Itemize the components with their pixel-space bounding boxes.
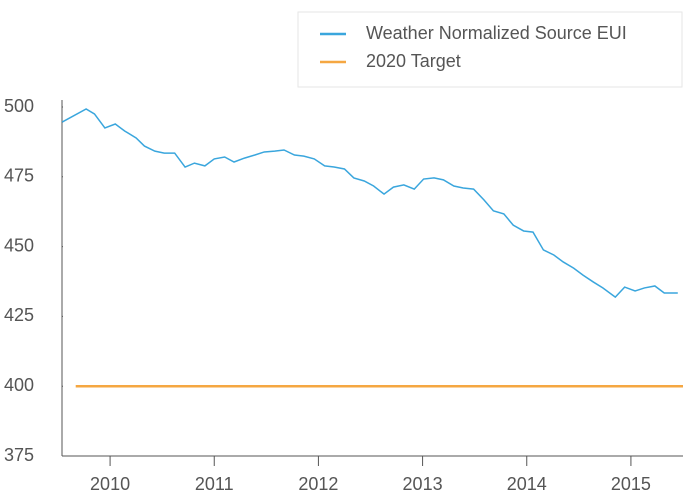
y-tick-label: 450: [4, 235, 34, 255]
legend-box: [297, 11, 683, 88]
y-tick-label: 475: [4, 166, 34, 186]
x-tick-label: 2010: [90, 474, 130, 494]
y-tick-label: 500: [4, 96, 34, 116]
x-tick-label: 2015: [611, 474, 651, 494]
x-tick-label: 2011: [195, 474, 234, 494]
series-line: [61, 108, 678, 299]
x-tick-label: 2014: [507, 474, 547, 494]
x-tick-label: 2012: [298, 474, 338, 494]
y-tick-label: 425: [4, 305, 34, 325]
legend-label: Weather Normalized Source EUI: [366, 23, 627, 43]
legend-label: 2020 Target: [366, 51, 461, 71]
x-tick-label: 2013: [403, 474, 443, 494]
y-tick-label: 375: [4, 445, 34, 465]
y-tick-label: 400: [4, 375, 34, 395]
